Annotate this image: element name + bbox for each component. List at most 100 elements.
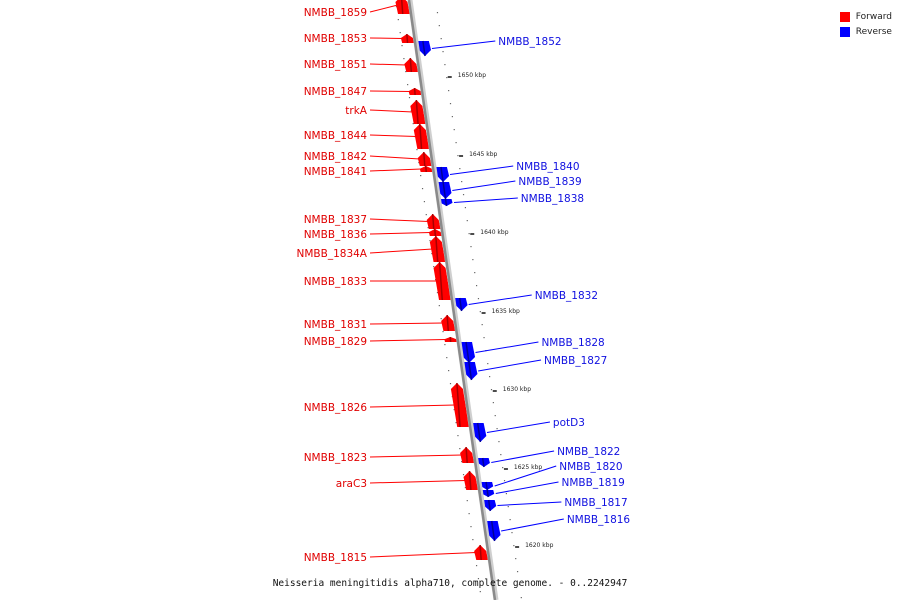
gene-forward-body (433, 262, 451, 300)
leader-forward (369, 4, 398, 13)
gene-forward (450, 382, 470, 428)
gene-label-reverse: NMBB_1838 (521, 193, 584, 205)
axis-dot (448, 370, 450, 372)
axis-dot (421, 188, 424, 190)
gene-label-forward: NMBB_1853 (304, 33, 367, 45)
leader-forward (369, 322, 444, 325)
axis-dot (431, 253, 433, 255)
leader-forward (369, 248, 433, 254)
gene-reverse-ridge (481, 457, 485, 468)
gene-forward-cap (416, 100, 423, 108)
genome-axis (407, 0, 497, 600)
gene-label-forward: NMBB_1837 (304, 214, 367, 226)
scale-tick-label: 1620 kbp (525, 542, 553, 549)
gene-forward (400, 33, 415, 44)
leader-forward (369, 454, 463, 458)
axis-dot (446, 77, 448, 79)
axis-dot (451, 116, 453, 118)
gene-reverse (482, 499, 497, 512)
gene-reverse (462, 361, 478, 381)
gene-label-forward: NMBB_1859 (304, 7, 367, 19)
gene-label-forward: NMBB_1833 (304, 276, 367, 288)
gene-reverse (453, 297, 468, 312)
legend: Forward Reverse (839, 9, 892, 39)
axis-dot (470, 246, 472, 248)
axis-dot (479, 591, 481, 593)
gene-reverse (439, 198, 453, 207)
gene-forward-cap (450, 337, 457, 342)
gene-reverse (437, 181, 452, 200)
gene-forward (419, 165, 433, 173)
axis-dot (502, 467, 504, 469)
gene-forward (404, 57, 419, 73)
gene-forward-cap (403, 0, 408, 4)
gene-reverse (481, 489, 495, 498)
gene-reverse-ridge (465, 341, 470, 364)
axis-dot (472, 259, 474, 261)
gene-label-reverse: NMBB_1827 (544, 355, 607, 367)
axis-dot (468, 233, 470, 235)
axis-dot (433, 266, 435, 268)
gene-forward-cap (456, 383, 463, 391)
gene-reverse-ridge (458, 297, 463, 312)
gene-reverse (476, 457, 490, 468)
leader-forward (369, 339, 446, 342)
axis-dot (438, 305, 440, 307)
forward-swatch (839, 11, 850, 22)
legend-item-forward: Forward (839, 9, 892, 24)
axis-dot (438, 25, 440, 27)
gene-label-forward: NMBB_1815 (304, 552, 367, 564)
gene-forward-cap (466, 447, 473, 455)
axis-dot (505, 493, 508, 495)
leader-reverse (495, 481, 559, 494)
gene-reverse-ridge (422, 40, 426, 57)
gene-label-forward: araC3 (336, 478, 367, 490)
scale-tick-label: 1640 kbp (480, 229, 508, 236)
gene-forward (433, 261, 451, 301)
gene-forward-ridge (419, 123, 423, 150)
gene-label-reverse: NMBB_1839 (518, 176, 581, 188)
gene-forward-cap (423, 152, 430, 160)
axis-dot (405, 71, 407, 73)
leader-reverse (452, 180, 516, 191)
axis-dot (496, 428, 498, 430)
gene-label-forward: NMBB_1829 (304, 336, 367, 348)
gene-label-reverse: NMBB_1822 (557, 446, 620, 458)
caption: Neisseria meningitidis alpha710, complet… (272, 578, 628, 589)
gene-forward-cap (439, 262, 446, 270)
gene-label-reverse: NMBB_1820 (559, 461, 622, 473)
axis-dot (507, 506, 509, 508)
axis-dot (489, 376, 491, 378)
axis-dot (440, 318, 442, 320)
label-leaders (369, 4, 564, 558)
axis-dots (395, 6, 522, 599)
gene-forward-cap (434, 229, 441, 235)
axis-dot (436, 12, 439, 14)
leader-forward (369, 404, 456, 408)
gene-reverse (460, 341, 476, 364)
gene-forward (428, 228, 442, 237)
gene-forward (444, 336, 458, 343)
leader-forward (369, 109, 414, 113)
gene-forward-ridge (435, 235, 439, 263)
gene-forward-cap (432, 214, 439, 222)
gene-forward-ridge (409, 57, 413, 73)
axis-dot (453, 409, 455, 411)
leader-forward (369, 155, 420, 160)
leader-forward (369, 232, 431, 235)
axis-dot (472, 539, 474, 541)
gene-forward (426, 213, 441, 230)
axis-dot (459, 168, 461, 170)
scale-tick-label: 1630 kbp (503, 386, 531, 393)
axis-dot (464, 487, 467, 489)
gene-reverse-ridge (444, 198, 448, 207)
axis-dot (466, 220, 468, 222)
gene-reverse-ridge (440, 166, 444, 183)
leader-reverse (431, 40, 496, 49)
gene-label-forward: NMBB_1851 (304, 59, 367, 71)
axis-dot (457, 435, 459, 437)
gene-label-forward: NMBB_1841 (304, 166, 367, 178)
gene-forward-ridge (456, 382, 461, 428)
axis-dot (515, 558, 517, 560)
leader-reverse (453, 197, 518, 203)
